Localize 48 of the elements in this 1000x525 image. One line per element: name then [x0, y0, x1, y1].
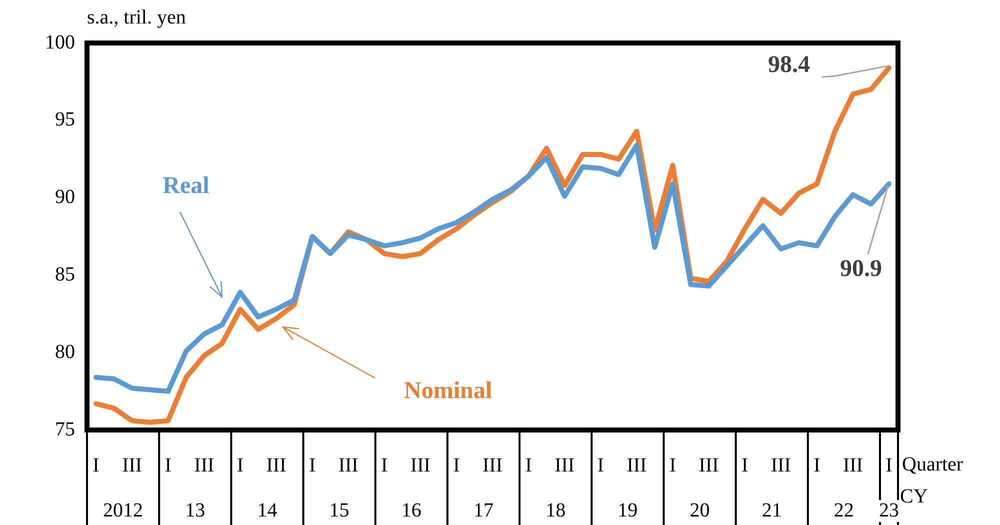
- x-tick-label: I: [741, 454, 748, 476]
- x-tick-label: I: [814, 454, 820, 476]
- x-tick-label: III: [410, 454, 430, 476]
- data-label: 98.4: [768, 52, 810, 78]
- x-tick-label: I: [886, 454, 892, 476]
- data-label: 90.9: [840, 256, 882, 282]
- y-axis-title: s.a., tril. yen: [87, 6, 186, 28]
- x-tick-label: III: [554, 454, 575, 476]
- x-tick-label: III: [482, 454, 502, 476]
- x-tick-label: I: [92, 454, 100, 476]
- x-tick-label: I: [525, 454, 532, 476]
- y-tick-label: 100: [45, 31, 75, 54]
- x-tick-label: I: [164, 454, 172, 476]
- x-tick-label: III: [770, 454, 791, 476]
- text: 19: [618, 499, 638, 522]
- text: Real: [162, 173, 210, 200]
- text: Nominal: [404, 378, 492, 404]
- y-tick-label: 85: [55, 263, 75, 286]
- x-tick-label: III: [698, 454, 719, 476]
- x-tick-label: I: [236, 454, 244, 476]
- text: 13: [185, 499, 206, 522]
- text: 16: [401, 499, 422, 522]
- x-tick-label: III: [338, 454, 358, 476]
- text: 17: [473, 499, 494, 522]
- x-tick-label: III: [122, 454, 142, 476]
- x-tick-label: I: [308, 454, 316, 476]
- x-tick-label: I: [597, 454, 604, 476]
- x-tick-label: I: [453, 454, 460, 476]
- text: 18: [546, 499, 566, 522]
- x-tick-label: III: [266, 454, 286, 476]
- y-tick-label: 80: [55, 340, 75, 363]
- text: 20: [690, 499, 710, 522]
- text: 23: [878, 499, 899, 522]
- text: 21: [762, 499, 782, 522]
- x-tick-label: III: [626, 454, 647, 476]
- text: CY: [900, 485, 928, 508]
- y-tick-label: 75: [55, 418, 75, 440]
- y-tick-label: 95: [55, 108, 75, 131]
- x-tick-label: I: [669, 454, 676, 476]
- text: 15: [329, 499, 350, 522]
- x-tick-label: III: [194, 454, 214, 476]
- text: 22: [834, 499, 854, 522]
- y-tick-label: 90: [55, 186, 75, 208]
- text: 2012: [103, 499, 144, 522]
- x-axis-title: Quarter: [902, 453, 964, 476]
- x-tick-label: I: [381, 454, 388, 476]
- x-tick-label: III: [842, 454, 863, 476]
- text: 14: [257, 499, 278, 522]
